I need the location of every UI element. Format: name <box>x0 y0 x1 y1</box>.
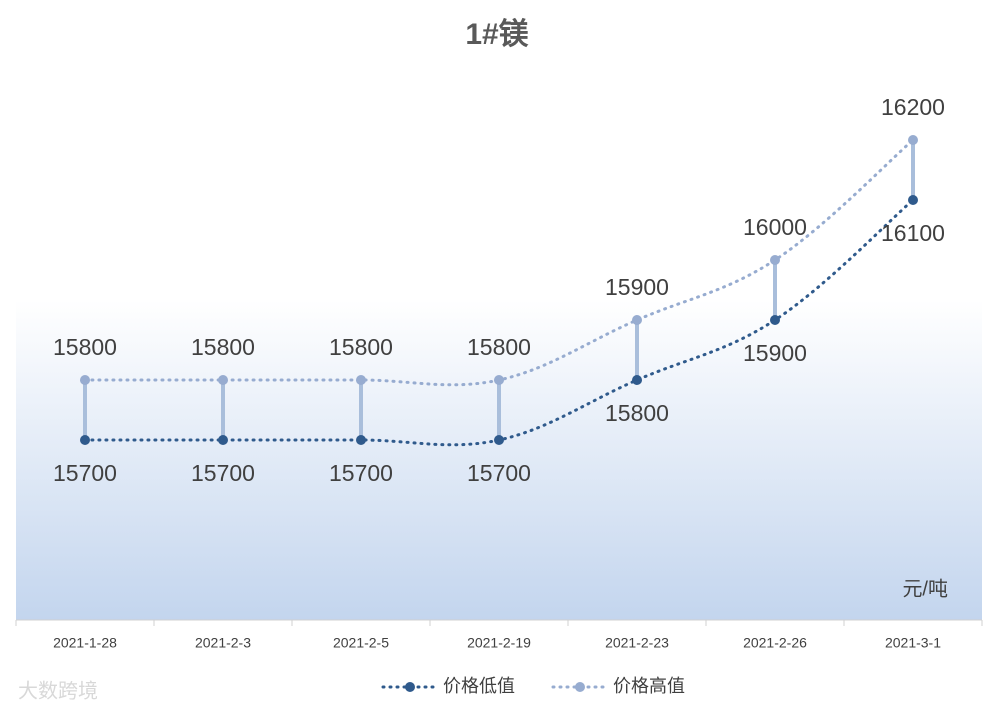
data-point <box>494 375 504 385</box>
data-label: 15700 <box>329 460 393 486</box>
data-label: 15800 <box>329 334 393 360</box>
x-tick-label: 2021-2-5 <box>333 635 389 651</box>
data-point <box>218 435 228 445</box>
data-point <box>632 375 642 385</box>
data-point <box>494 435 504 445</box>
x-tick-label: 2021-2-23 <box>605 635 669 651</box>
data-point <box>80 375 90 385</box>
x-tick-label: 2021-1-28 <box>53 635 117 651</box>
data-point <box>908 135 918 145</box>
data-point <box>218 375 228 385</box>
legend-marker <box>405 682 415 692</box>
legend-label: 价格低值 <box>443 676 515 696</box>
x-tick-label: 2021-2-3 <box>195 635 251 651</box>
data-point <box>632 315 642 325</box>
data-label: 16100 <box>881 220 945 246</box>
data-point <box>356 435 366 445</box>
chart-title: 1#镁 <box>465 18 528 51</box>
data-point <box>770 255 780 265</box>
unit-label: 元/吨 <box>902 577 948 600</box>
data-label: 15800 <box>53 334 117 360</box>
data-label: 16200 <box>881 94 945 120</box>
data-point <box>356 375 366 385</box>
data-label: 15800 <box>191 334 255 360</box>
data-label: 16000 <box>743 214 807 240</box>
data-label: 15900 <box>605 274 669 300</box>
data-label: 15800 <box>605 400 669 426</box>
legend-marker <box>575 682 585 692</box>
x-tick-label: 2021-2-26 <box>743 635 807 651</box>
legend-label: 价格高值 <box>613 676 685 696</box>
data-point <box>770 315 780 325</box>
data-point <box>80 435 90 445</box>
data-label: 15700 <box>191 460 255 486</box>
plot-background <box>16 300 982 620</box>
watermark: 大数跨境 <box>18 679 98 702</box>
data-label: 15700 <box>467 460 531 486</box>
data-point <box>908 195 918 205</box>
data-label: 15700 <box>53 460 117 486</box>
x-tick-label: 2021-3-1 <box>885 635 941 651</box>
data-label: 15800 <box>467 334 531 360</box>
x-tick-label: 2021-2-19 <box>467 635 531 651</box>
data-label: 15900 <box>743 340 807 366</box>
